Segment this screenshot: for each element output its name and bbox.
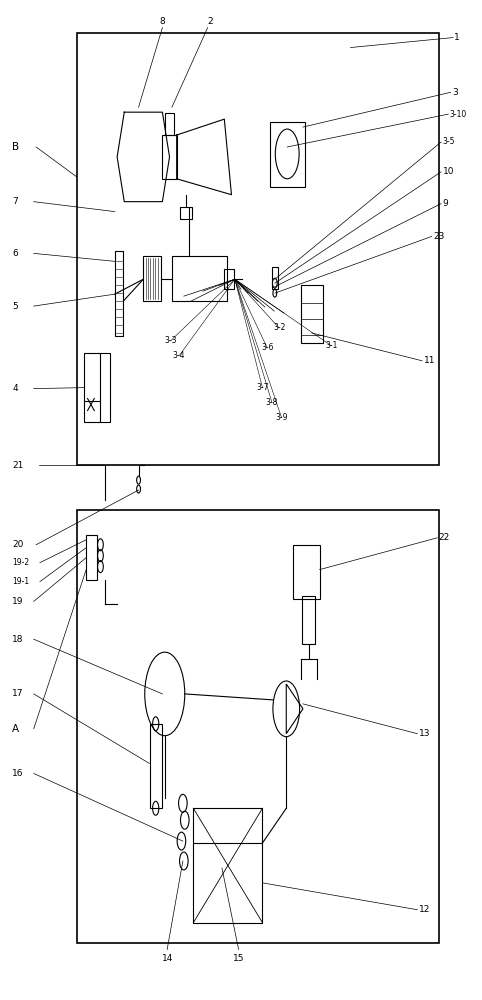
Text: 3-2: 3-2 — [273, 323, 285, 332]
Bar — [180, 207, 192, 219]
Text: B: B — [13, 142, 19, 152]
Text: 7: 7 — [13, 197, 18, 206]
Text: 22: 22 — [439, 533, 450, 542]
Text: 19-2: 19-2 — [13, 558, 29, 567]
Bar — [162, 135, 177, 179]
Text: 23: 23 — [433, 232, 444, 241]
Bar — [86, 535, 96, 580]
Text: 18: 18 — [13, 635, 24, 644]
Text: 3-3: 3-3 — [164, 336, 177, 345]
Text: 21: 21 — [13, 461, 24, 470]
Bar — [77, 510, 439, 943]
Bar — [143, 256, 161, 301]
Bar — [84, 353, 110, 422]
Text: 4: 4 — [13, 384, 18, 393]
Text: 2: 2 — [207, 17, 213, 26]
Text: 14: 14 — [161, 954, 173, 963]
Bar — [172, 256, 227, 301]
Text: 15: 15 — [233, 954, 244, 963]
Text: 3-7: 3-7 — [256, 383, 268, 392]
Text: 19: 19 — [13, 597, 24, 606]
Text: 1: 1 — [455, 33, 460, 42]
Bar — [224, 269, 234, 289]
Text: 3-1: 3-1 — [325, 341, 338, 350]
Text: 16: 16 — [13, 769, 24, 778]
Text: 11: 11 — [424, 356, 435, 365]
Text: 13: 13 — [419, 729, 430, 738]
Text: 8: 8 — [160, 17, 165, 26]
Bar — [149, 724, 162, 808]
Text: 17: 17 — [13, 689, 24, 698]
Text: 5: 5 — [13, 302, 18, 311]
Bar — [269, 122, 305, 187]
Text: 3-6: 3-6 — [261, 343, 273, 352]
Bar — [115, 251, 123, 336]
Text: 6: 6 — [13, 249, 18, 258]
Text: 20: 20 — [13, 540, 24, 549]
Bar — [193, 808, 262, 923]
Bar — [77, 33, 439, 465]
Text: 3-5: 3-5 — [442, 137, 455, 146]
Text: 3-9: 3-9 — [275, 413, 288, 422]
Text: 9: 9 — [442, 199, 448, 208]
Text: 3-10: 3-10 — [450, 110, 467, 119]
Text: 3-4: 3-4 — [173, 351, 185, 360]
Text: 3-8: 3-8 — [266, 398, 278, 407]
Text: 10: 10 — [442, 167, 454, 176]
Bar — [301, 285, 323, 343]
Bar — [272, 267, 278, 289]
Text: 19-1: 19-1 — [13, 577, 29, 586]
Bar — [294, 545, 320, 599]
Text: 3: 3 — [452, 88, 458, 97]
Bar — [165, 113, 174, 135]
Text: A: A — [13, 724, 19, 734]
Bar — [302, 596, 315, 644]
Text: 12: 12 — [419, 905, 430, 914]
